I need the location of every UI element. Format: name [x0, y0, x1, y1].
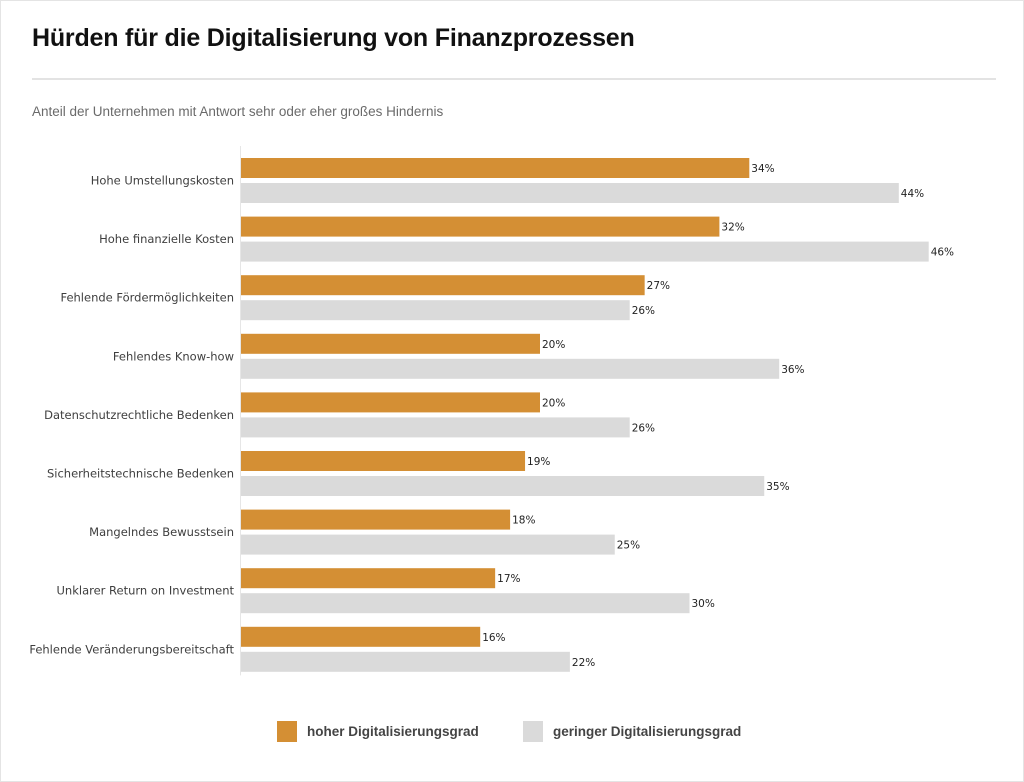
- bar-gering: [241, 593, 690, 614]
- category-label: Fehlende Fördermöglichkeiten: [60, 291, 234, 305]
- category-label: Hohe Umstellungskosten: [91, 174, 234, 188]
- bar-hoch: [241, 158, 750, 178]
- legend-swatch-hoch: [277, 721, 297, 742]
- value-label: 22%: [572, 657, 595, 669]
- bar-hoch: [241, 451, 526, 471]
- value-label: 16%: [482, 632, 505, 644]
- category-label: Datenschutzrechtliche Bedenken: [44, 408, 234, 422]
- value-label: 17%: [497, 573, 520, 585]
- legend-label-gering: geringer Digitalisierungsgrad: [553, 724, 742, 739]
- bar-hoch: [241, 626, 481, 647]
- bar-hoch: [241, 275, 645, 296]
- value-label: 20%: [542, 339, 565, 351]
- value-label: 34%: [751, 163, 774, 175]
- bar-gering: [241, 651, 570, 672]
- bar-hoch: [241, 216, 720, 237]
- value-label: 26%: [632, 422, 655, 434]
- bar-gering: [241, 358, 780, 379]
- legend-swatch-gering: [523, 721, 543, 742]
- bar-hoch: [241, 392, 540, 413]
- category-label: Fehlende Veränderungsbereitschaft: [29, 642, 234, 656]
- category-label: Unklarer Return on Investment: [57, 584, 235, 598]
- bar-gering: [241, 241, 929, 262]
- value-label: 32%: [721, 222, 744, 234]
- title-divider: [32, 78, 996, 80]
- value-label: 20%: [542, 397, 565, 409]
- bar-gering: [241, 183, 899, 203]
- value-label: 25%: [617, 540, 640, 552]
- legend-item-gering: geringer Digitalisierungsgrad: [523, 721, 741, 742]
- value-label: 26%: [632, 305, 655, 317]
- bar-hoch: [241, 509, 511, 530]
- value-label: 46%: [931, 247, 954, 259]
- bar-gering: [241, 476, 765, 496]
- category-label: Fehlendes Know-how: [113, 349, 234, 363]
- bar-gering: [241, 417, 630, 438]
- value-label: 27%: [647, 280, 670, 292]
- legend: hoher Digitalisierungsgrad geringer Digi…: [0, 721, 1024, 745]
- category-label: Mangelndes Bewusstsein: [89, 525, 234, 539]
- chart-title: Hürden für die Digitalisierung von Finan…: [32, 24, 635, 52]
- chart-subtitle: Anteil der Unternehmen mit Antwort sehr …: [32, 104, 444, 119]
- value-label: 30%: [692, 598, 715, 610]
- category-label: Sicherheitstechnische Bedenken: [47, 467, 234, 481]
- value-label: 44%: [901, 188, 924, 200]
- legend-label-hoch: hoher Digitalisierungsgrad: [307, 724, 479, 739]
- bar-hoch: [241, 568, 496, 589]
- category-label: Hohe finanzielle Kosten: [99, 232, 234, 246]
- bar-hoch: [241, 333, 540, 354]
- value-label: 19%: [527, 456, 550, 468]
- bar-gering: [241, 300, 630, 321]
- value-label: 36%: [781, 364, 804, 376]
- legend-item-hoch: hoher Digitalisierungsgrad: [277, 721, 479, 742]
- bar-gering: [241, 534, 615, 555]
- value-label: 18%: [512, 515, 535, 527]
- value-label: 35%: [766, 481, 789, 493]
